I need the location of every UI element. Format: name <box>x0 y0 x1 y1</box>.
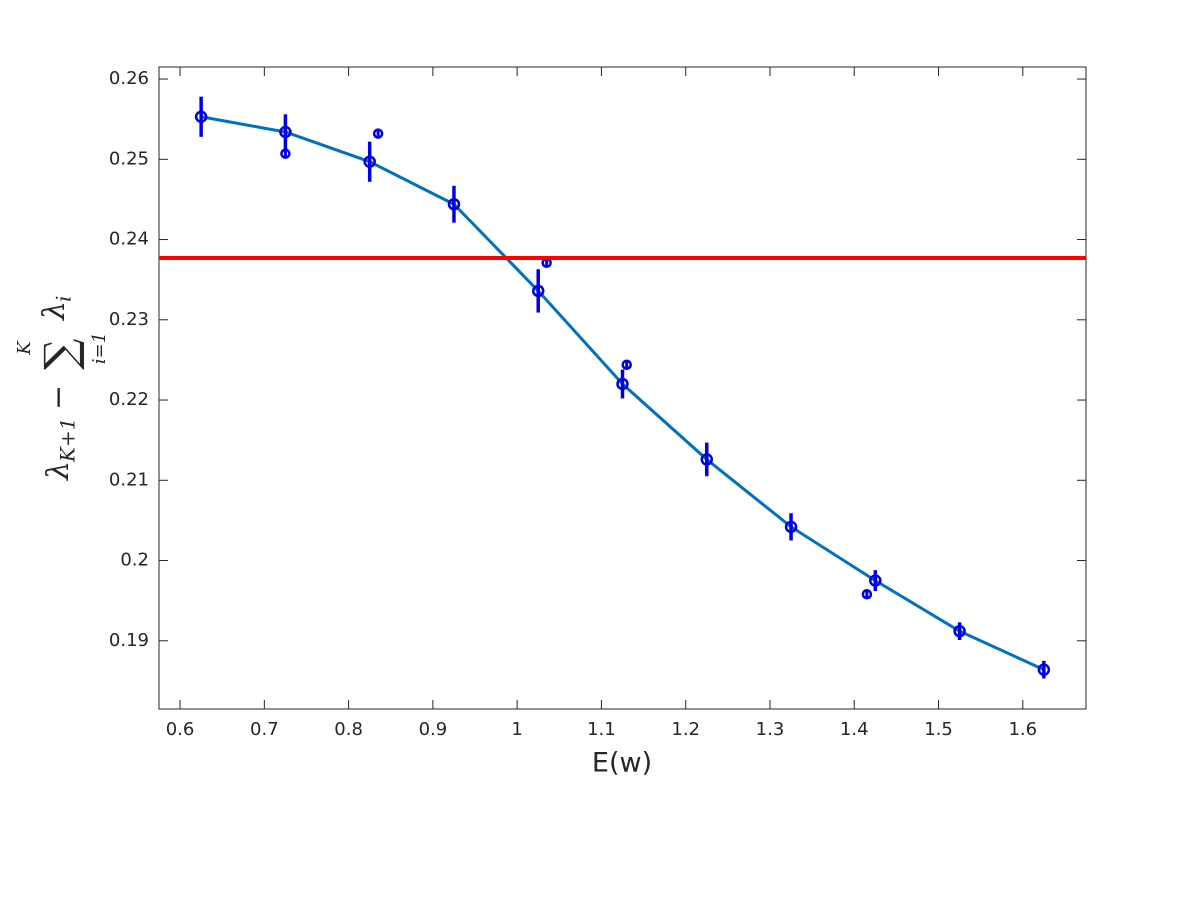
y-label-part: i=1 <box>89 332 110 364</box>
x-tick-label: 1.4 <box>840 719 869 740</box>
y-label-part: i <box>52 296 76 302</box>
point-marker <box>280 148 291 159</box>
marker <box>1037 663 1051 676</box>
y-label-part: ∑ <box>36 339 87 370</box>
y-label-part: K+1 <box>56 418 80 463</box>
x-tick-label: 1.6 <box>1008 719 1037 740</box>
marker <box>616 377 629 391</box>
x-tick-label: 0.6 <box>166 719 195 740</box>
point-marker <box>372 128 384 139</box>
marker <box>953 624 966 638</box>
y-tick-label: 0.19 <box>109 630 149 651</box>
x-tick-label: 0.9 <box>419 719 448 740</box>
y-label-part: − <box>41 385 76 410</box>
x-tick-label: 0.7 <box>250 719 279 740</box>
y-tick-label: 0.21 <box>109 469 149 490</box>
x-tick-label: 1.1 <box>587 719 616 740</box>
marker <box>784 520 798 534</box>
y-tick-label: 0.2 <box>120 550 149 571</box>
x-tick-label: 1.2 <box>671 719 700 740</box>
y-tick-label: 0.24 <box>109 229 149 250</box>
marker <box>700 453 714 466</box>
y-tick-label: 0.23 <box>109 309 149 330</box>
y-tick-label: 0.25 <box>109 148 149 169</box>
x-tick-label: 1.5 <box>924 719 953 740</box>
marker <box>531 284 545 298</box>
marker <box>194 110 208 124</box>
marker <box>279 125 292 139</box>
marker <box>869 574 882 587</box>
x-tick-label: 0.8 <box>334 719 363 740</box>
y-tick-label: 0.22 <box>109 389 149 410</box>
x-axis-label: E(w) <box>592 748 652 779</box>
y-label-part: λ <box>41 461 76 481</box>
y-axis-label: λ K+1 − ∑ i=1 K λ i <box>14 296 110 481</box>
point-marker <box>621 359 632 370</box>
point-marker <box>861 588 873 600</box>
marker <box>363 155 376 168</box>
y-label-part: K <box>14 340 35 356</box>
x-tick-label: 1.3 <box>756 719 785 740</box>
marker <box>447 197 461 211</box>
y-tick-label: 0.26 <box>109 68 149 89</box>
x-tick-label: 1 <box>511 719 522 740</box>
y-label-part: λ <box>37 301 72 321</box>
